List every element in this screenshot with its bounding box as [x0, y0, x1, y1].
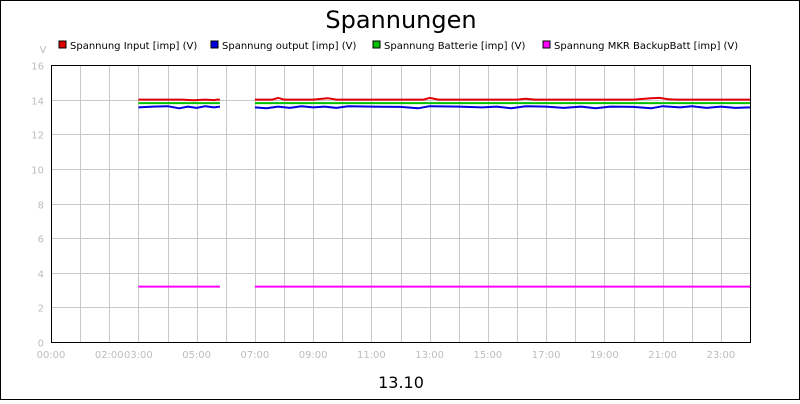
legend: Spannung Input [imp] (V) Spannung output …	[58, 40, 738, 52]
legend-swatch	[58, 40, 67, 49]
y-tick-label: 0	[38, 339, 44, 350]
y-axis-label: V	[40, 45, 47, 56]
y-tick-label: 14	[31, 97, 44, 108]
y-tick-label: 16	[31, 62, 44, 73]
legend-swatch	[542, 40, 551, 49]
legend-swatch	[372, 40, 381, 49]
x-tick-label: 07:00	[240, 350, 269, 361]
x-tick-label: 09:00	[299, 350, 328, 361]
grid-layer	[51, 65, 750, 342]
legend-entry-label: Spannung MKR BackupBatt [imp] (V)	[554, 41, 738, 52]
x-tick-label: 15:00	[473, 350, 502, 361]
y-tick-labels: 0 2 4 6 8 10 12 14 16	[31, 62, 44, 350]
x-tick-label: 19:00	[590, 350, 619, 361]
series-line-0	[138, 98, 220, 102]
x-tick-label: 00:00	[37, 350, 66, 361]
y-tick-label: 2	[38, 304, 44, 315]
series-line-0	[254, 96, 750, 101]
x-tick-label: 02:00	[95, 350, 124, 361]
series-line-1	[138, 105, 221, 110]
x-axis-label: 13.10	[378, 373, 424, 392]
x-tick-label: 13:00	[415, 350, 444, 361]
x-tick-label: 03:00	[124, 350, 153, 361]
legend-entry-label: Spannung Batterie [imp] (V)	[384, 41, 525, 52]
x-tick-label: 17:00	[532, 350, 561, 361]
y-tick-label: 6	[38, 235, 44, 246]
legend-entry-label: Spannung Input [imp] (V)	[70, 41, 197, 52]
x-tick-label: 21:00	[648, 350, 677, 361]
x-tick-labels: 00:00 02:00 03:00 05:00 07:00 09:00 11:00 13:00…	[37, 350, 736, 361]
plot-area-border	[51, 65, 751, 343]
x-tick-label: 11:00	[357, 350, 386, 361]
chart-title: Spannungen	[325, 6, 476, 34]
y-tick-label: 10	[31, 166, 44, 177]
y-tick-label: 12	[31, 131, 44, 142]
legend-entry-label: Spannung output [imp] (V)	[222, 41, 356, 52]
series-layer	[138, 96, 751, 288]
y-tick-label: 4	[38, 270, 44, 281]
y-tick-label: 8	[38, 201, 44, 212]
x-tick-label: 05:00	[182, 350, 211, 361]
series-line-1	[254, 105, 751, 110]
x-tick-label: 23:00	[706, 350, 735, 361]
legend-swatch	[210, 40, 219, 49]
